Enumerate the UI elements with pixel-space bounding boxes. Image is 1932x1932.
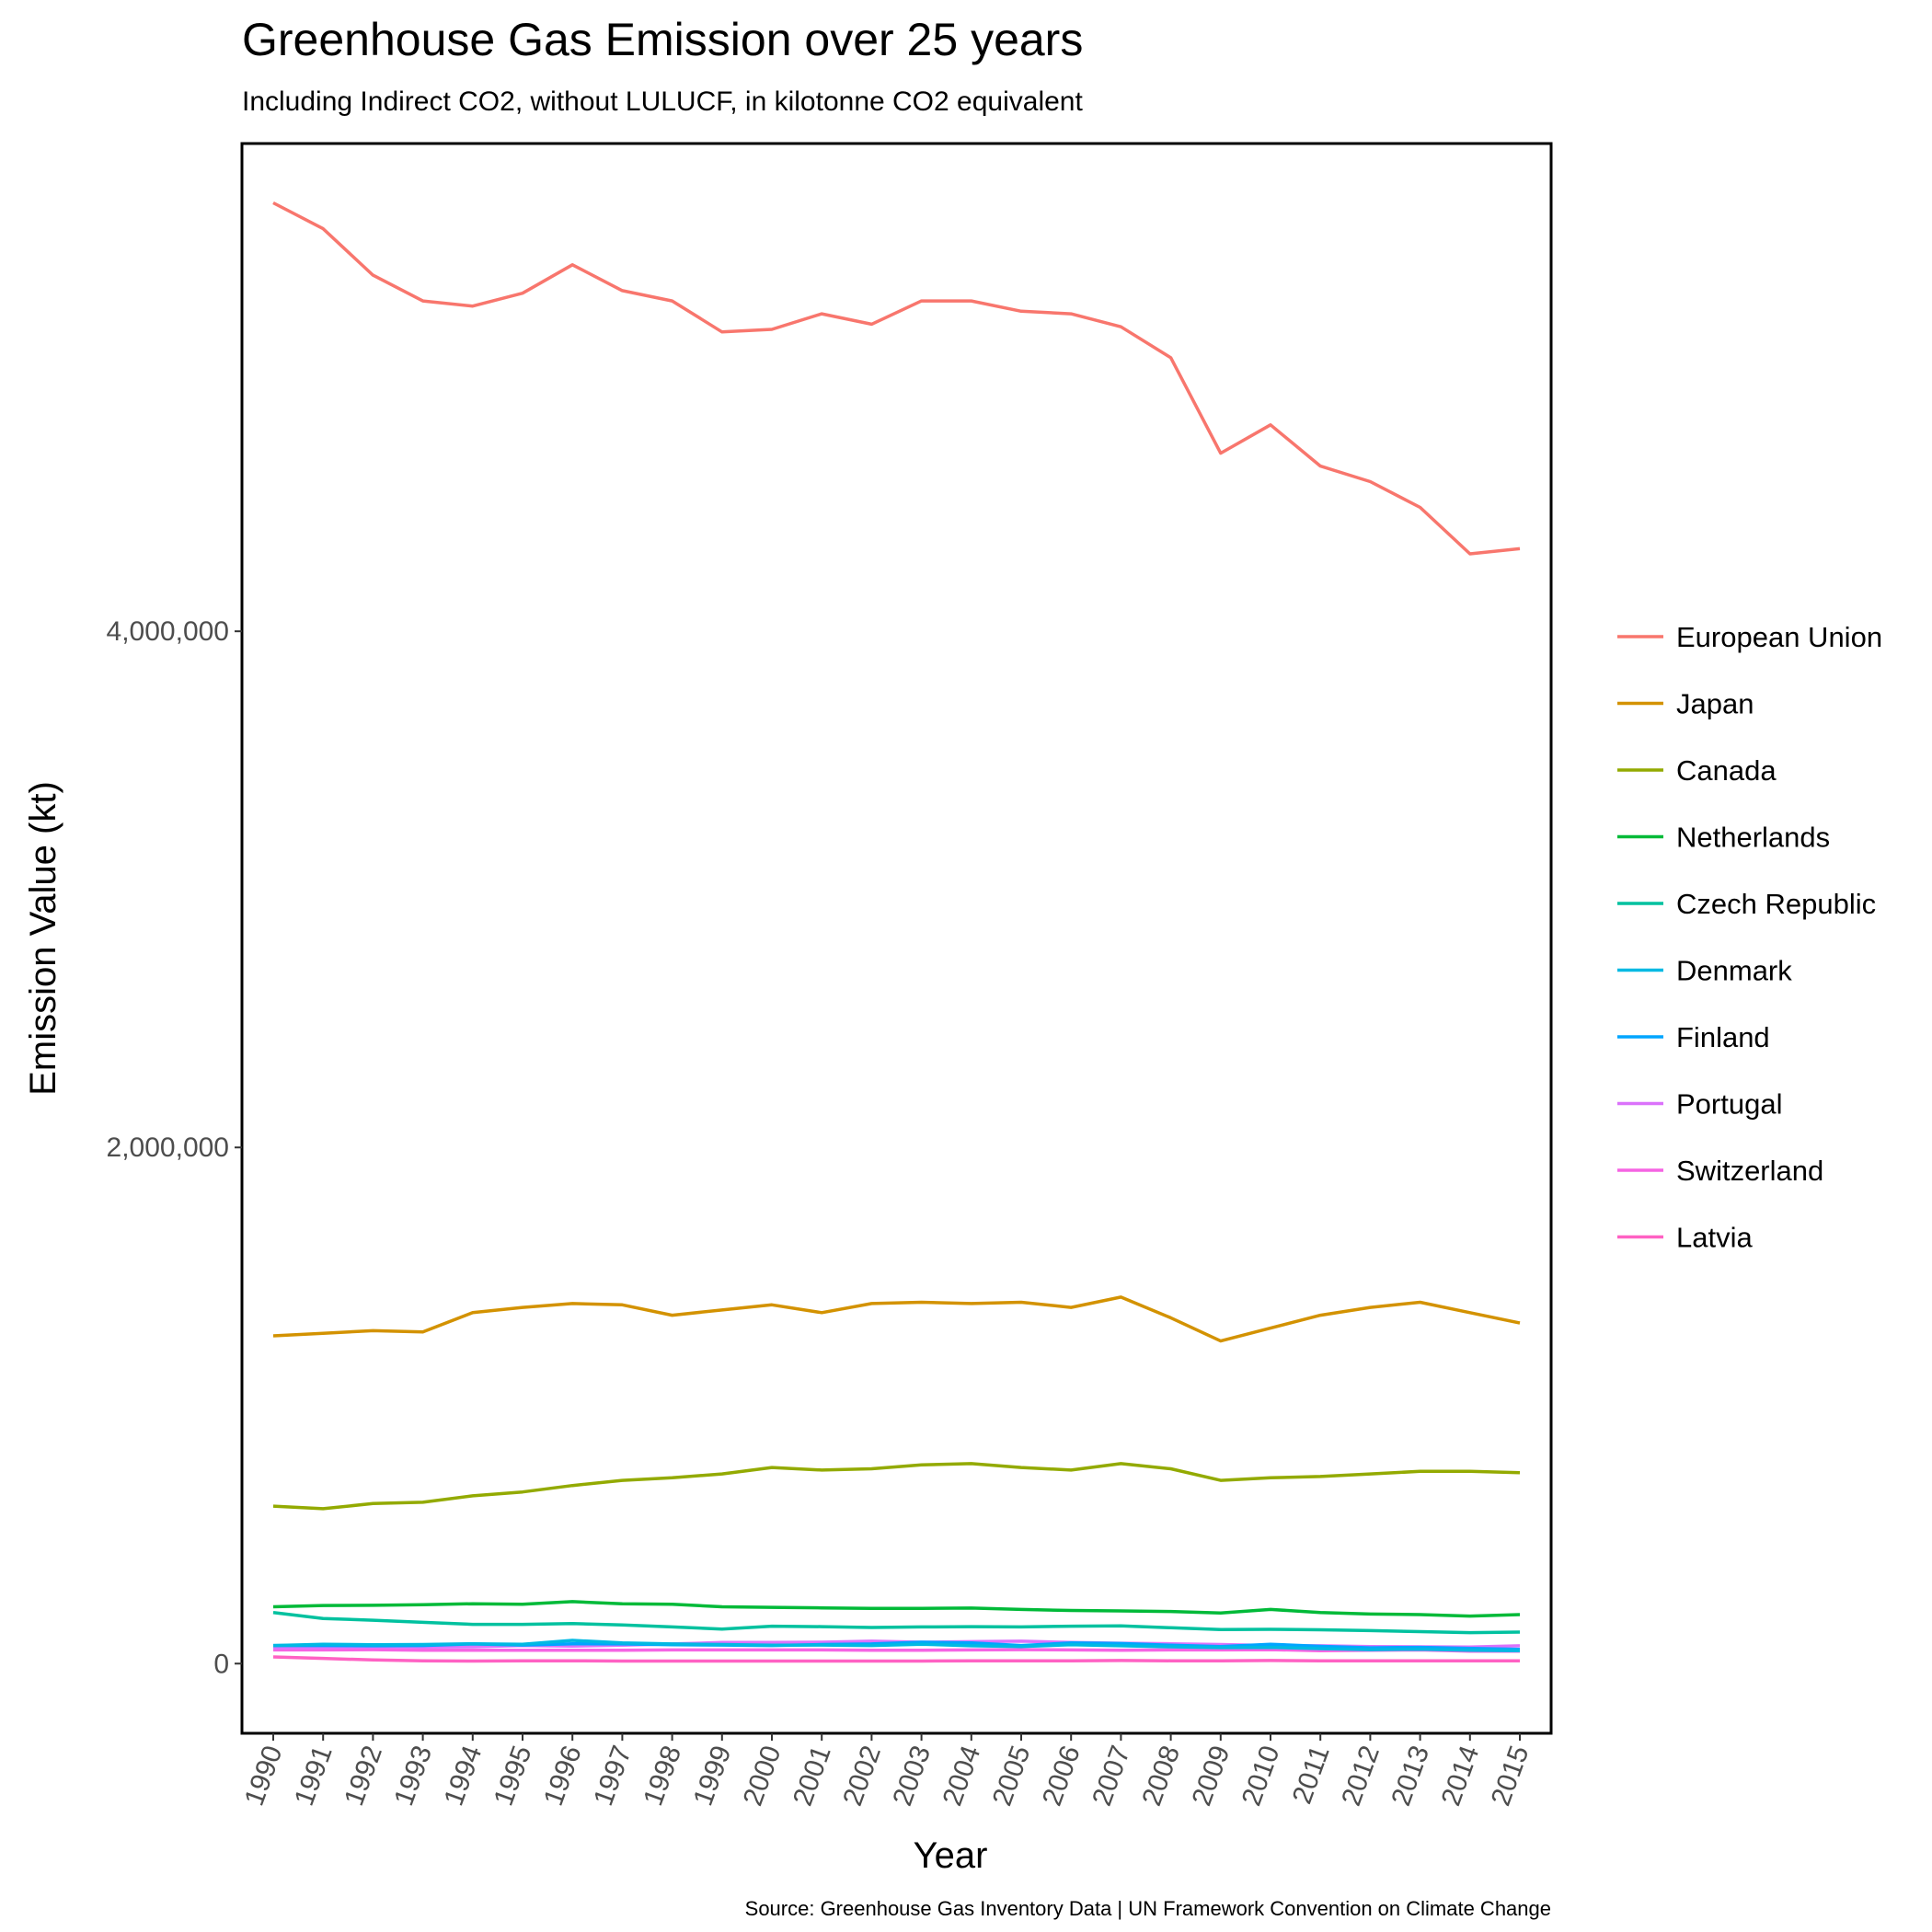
series-line-czech-republic — [272, 1610, 1521, 1635]
plot-lines — [272, 201, 1521, 1663]
legend-item: Finland — [1617, 1021, 1770, 1053]
legend-label: Switzerland — [1676, 1155, 1823, 1187]
x-tick-label: 2009 — [1187, 1742, 1236, 1810]
x-axis-title: Year — [914, 1835, 988, 1876]
x-tick-label: 1991 — [289, 1742, 339, 1810]
x-tick-label: 2011 — [1287, 1742, 1336, 1808]
x-tick-label: 2015 — [1486, 1742, 1535, 1810]
x-tick-label: 2001 — [788, 1742, 837, 1810]
y-axis: 0 2,000,000 4,000,000 — [107, 616, 242, 1679]
legend-label: Czech Republic — [1676, 888, 1876, 920]
legend-item: Japan — [1617, 688, 1754, 720]
x-tick-label: 1997 — [588, 1742, 638, 1810]
x-tick-label: 1992 — [339, 1742, 388, 1810]
x-tick-label: 2003 — [887, 1742, 937, 1810]
legend-item: Czech Republic — [1617, 888, 1876, 920]
series-line-latvia — [272, 1655, 1520, 1663]
x-tick-label: 1999 — [688, 1742, 738, 1810]
series-line-netherlands — [272, 1600, 1521, 1618]
x-tick-label: 2006 — [1037, 1742, 1087, 1810]
legend-item: Netherlands — [1617, 822, 1830, 854]
x-tick-label: 2005 — [987, 1742, 1037, 1810]
legend-label: Canada — [1676, 754, 1777, 787]
x-tick-label: 1993 — [388, 1742, 438, 1810]
x-tick-label: 1990 — [239, 1742, 289, 1810]
plot-panel-border — [240, 142, 1553, 1735]
legend-label: Denmark — [1676, 955, 1792, 987]
legend-item: European Union — [1617, 621, 1882, 653]
legend-item: Latvia — [1617, 1222, 1753, 1254]
legend-label: European Union — [1676, 621, 1882, 653]
x-tick-label: 2000 — [738, 1742, 788, 1810]
series-line-european-union — [272, 201, 1521, 556]
chart-caption: Source: Greenhouse Gas Inventory Data | … — [745, 1897, 1551, 1920]
legend-item: Portugal — [1617, 1088, 1782, 1121]
y-tick-label: 4,000,000 — [107, 616, 229, 647]
x-tick-label: 1995 — [489, 1742, 538, 1810]
series-line-japan — [272, 1295, 1521, 1343]
legend-item: Switzerland — [1617, 1155, 1823, 1187]
x-tick-label: 2002 — [837, 1742, 887, 1810]
x-axis: 1990 1991 1992 1993 1994 1995 1996 1997 1998 1999… — [239, 1733, 1535, 1810]
y-axis-title: Emission Value (kt) — [23, 781, 63, 1096]
x-tick-label: 1998 — [638, 1742, 687, 1810]
chart-title: Greenhouse Gas Emission over 25 years — [242, 14, 1083, 65]
legend: European Union Japan Canada Netherlands Czec… — [1617, 621, 1882, 1254]
x-tick-label: 2004 — [937, 1742, 987, 1810]
legend-label: Netherlands — [1676, 822, 1830, 854]
legend-label: Japan — [1676, 688, 1754, 720]
y-tick-label: 0 — [213, 1649, 229, 1679]
x-tick-label: 2008 — [1136, 1742, 1186, 1810]
series-line-switzerland — [273, 1648, 1520, 1653]
x-tick-label: 2007 — [1087, 1742, 1136, 1810]
chart-subtitle: Including Indirect CO2, without LULUCF, … — [242, 86, 1083, 117]
legend-item: Denmark — [1617, 955, 1792, 987]
series-line-canada — [272, 1462, 1521, 1511]
series-line-denmark — [272, 1639, 1521, 1652]
x-tick-label: 2010 — [1236, 1742, 1286, 1810]
legend-label: Portugal — [1676, 1088, 1782, 1121]
x-tick-label: 2014 — [1436, 1742, 1486, 1810]
y-tick-label: 2,000,000 — [107, 1133, 229, 1163]
x-tick-label: 2012 — [1336, 1742, 1386, 1810]
legend-label: Finland — [1676, 1021, 1770, 1053]
legend-item: Canada — [1617, 754, 1777, 787]
x-tick-label: 1994 — [439, 1742, 489, 1810]
legend-label: Latvia — [1676, 1222, 1753, 1254]
x-tick-label: 1996 — [538, 1742, 588, 1810]
x-tick-label: 2013 — [1386, 1742, 1435, 1810]
